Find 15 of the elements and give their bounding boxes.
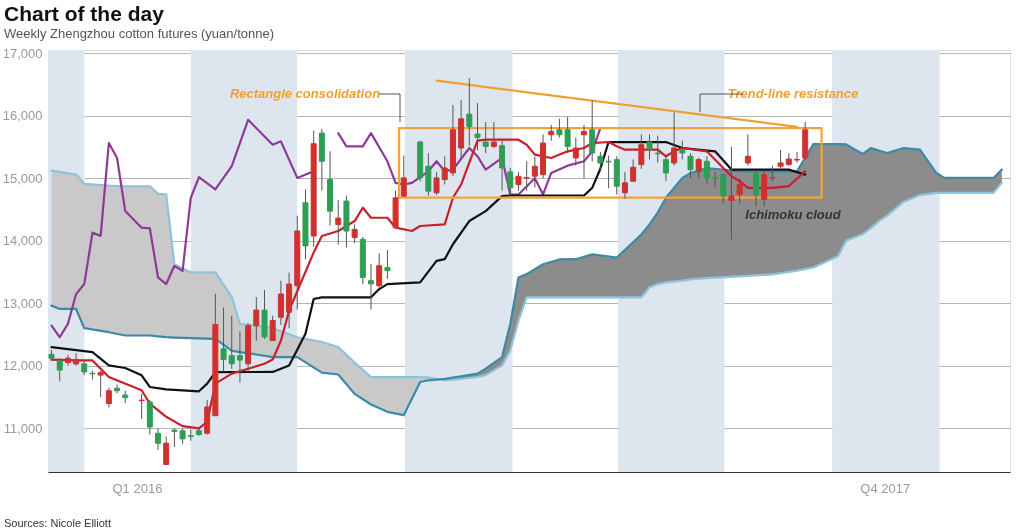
- annotation: Ichimoku cloud: [745, 207, 842, 222]
- y-tick-label: 12,000: [2, 358, 43, 374]
- annotation: Trend-line resistance: [727, 86, 859, 101]
- y-tick-label: 15,000: [2, 170, 43, 186]
- chart-title: Chart of the day: [4, 2, 165, 26]
- source-note: Sources: Nicole Elliott: [4, 517, 111, 529]
- y-tick-label: 11,000: [3, 420, 43, 436]
- x-tick-label: Q4 2017: [860, 480, 911, 496]
- y-tick-label: 17,000: [2, 45, 43, 61]
- y-tick-label: 14,000: [2, 233, 43, 249]
- annotation: Rectangle consolidation: [229, 86, 381, 101]
- x-tick-label: Q1 2016: [112, 480, 163, 496]
- chart-subtitle: Weekly Zhengzhou cotton futures (yuan/tonne): [4, 26, 275, 42]
- y-tick-label: 16,000: [2, 108, 43, 124]
- y-tick-label: 13,000: [2, 295, 43, 311]
